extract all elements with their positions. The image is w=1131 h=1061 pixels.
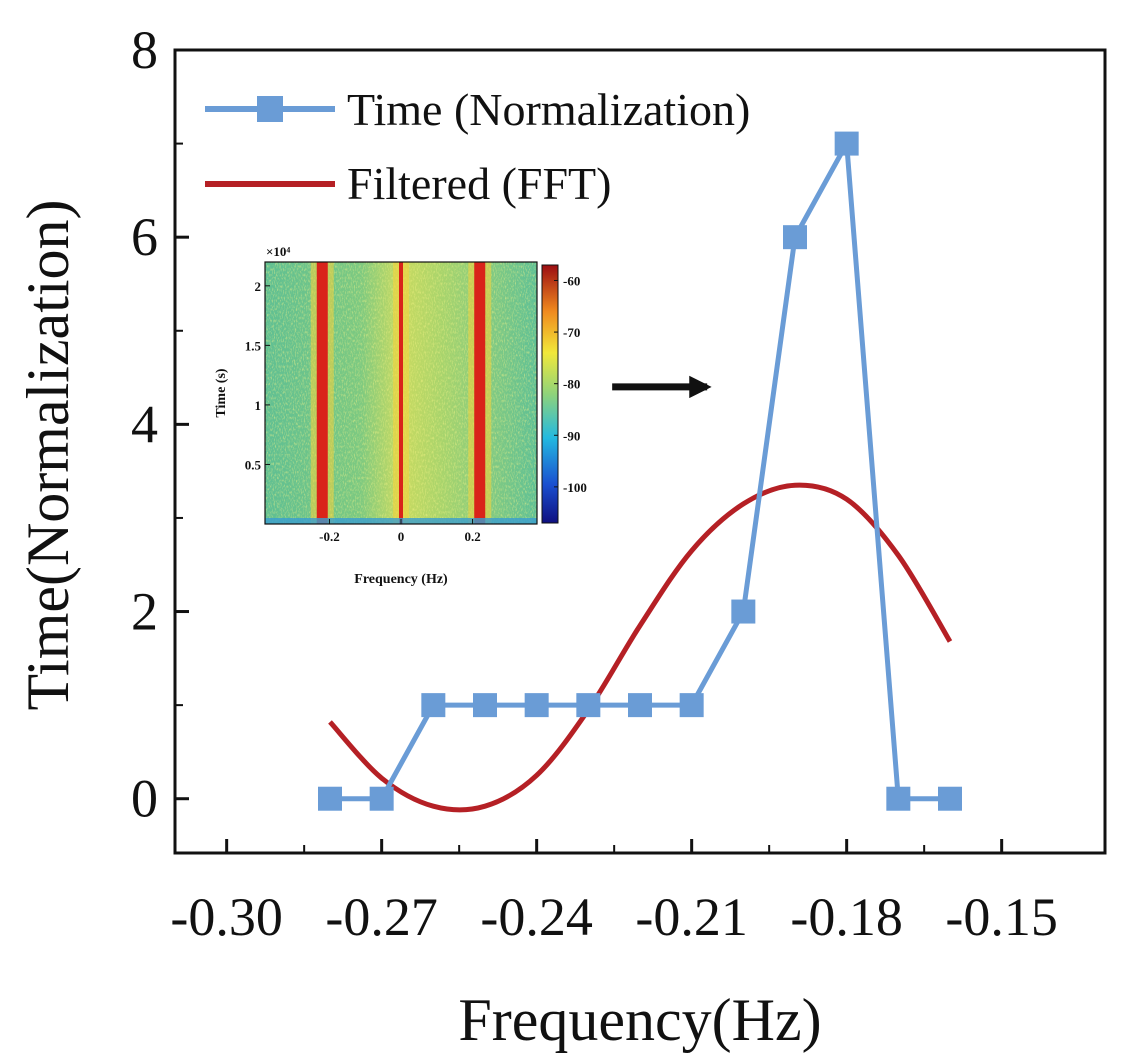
- inset-x-tick-label: -0.2: [319, 529, 340, 544]
- inset-colorbar-ticks: -60 -70 -80 -90 -100: [554, 273, 587, 495]
- inset-colorbar-tick-label: -90: [563, 428, 580, 443]
- x-tick-label: -0.21: [635, 887, 747, 947]
- inset-ticks: -0.2 0 0.2 0.5 1 1.5 2: [245, 279, 481, 544]
- inset-y-axis-title: Time (s): [214, 368, 229, 417]
- inset-ridge: [474, 262, 486, 524]
- inset-y-tick-label: 0.5: [245, 457, 262, 472]
- inset-colorbar: [541, 264, 559, 524]
- x-tick-label: -0.15: [945, 887, 1057, 947]
- legend-label-filtered: Filtered (FFT): [347, 158, 611, 209]
- inset-x-tick-label: 0: [398, 529, 405, 544]
- y-tick-label: 8: [131, 20, 158, 80]
- legend-item-filtered-fft: Filtered (FFT): [205, 158, 611, 209]
- inset-ridge: [399, 262, 403, 524]
- x-tick-label: -0.30: [170, 887, 282, 947]
- legend-item-time-normalization: Time (Normalization): [205, 84, 750, 135]
- legend: Time (Normalization) Filtered (FFT): [205, 84, 750, 209]
- series-layer: [318, 131, 962, 813]
- inset-colorbar-tick-label: -60: [563, 273, 580, 288]
- series-time-normalization-point: [731, 599, 756, 624]
- y-tick-label: 6: [131, 207, 158, 267]
- series-time-normalization-point: [938, 786, 962, 811]
- inset-x-tick-label: 0.2: [464, 529, 480, 544]
- x-tick-label: -0.24: [480, 887, 592, 947]
- series-time-normalization-point: [628, 693, 652, 718]
- legend-label-time: Time (Normalization): [347, 84, 750, 135]
- series-time-normalization-point: [886, 786, 911, 811]
- inset-colorbar-tick-label: -100: [563, 480, 587, 495]
- inset-spectrogram: -0.2 0 0.2 0.5 1 1.5 2 ×10⁴ Frequency (Hz) Tim…: [214, 244, 587, 587]
- inset-x-axis-title: Frequency (Hz): [354, 572, 448, 587]
- series-time-normalization-point: [834, 131, 859, 156]
- inset-y-tick-label: 1: [255, 398, 262, 413]
- series-time-normalization-point: [369, 786, 394, 811]
- y-axis-title: Time(Normalization): [15, 199, 81, 710]
- series-time-normalization-point: [421, 693, 446, 718]
- series-time-normalization-point: [783, 225, 807, 250]
- inset-y-tick-label: 2: [255, 279, 262, 294]
- plot-frame: [173, 48, 1107, 855]
- x-tick-label: -0.27: [325, 887, 437, 947]
- inset-exponent-label: ×10⁴: [266, 244, 290, 259]
- y-tick-label: 4: [131, 394, 158, 454]
- inset-colorbar-tick-label: -80: [563, 377, 580, 392]
- series-time-normalization-point: [318, 786, 342, 811]
- series-filtered-fft-line: [328, 482, 953, 813]
- inset-ridge: [316, 262, 328, 524]
- series-time-normalization-point: [473, 693, 497, 718]
- inset-y-tick-label: 1.5: [245, 338, 262, 353]
- x-tick-label: -0.18: [790, 887, 902, 947]
- inset-ridges: [265, 262, 537, 524]
- series-time-normalization-point: [576, 693, 601, 718]
- y-tick-label: 2: [131, 582, 158, 642]
- x-axis-title: Frequency(Hz): [458, 987, 821, 1053]
- series-time-normalization-point: [679, 693, 704, 718]
- inset-colorbar-tick-label: -70: [563, 325, 580, 340]
- series-time-normalization-point: [524, 693, 549, 718]
- y-tick-label: 0: [131, 769, 158, 829]
- legend-marker-time: [257, 96, 283, 122]
